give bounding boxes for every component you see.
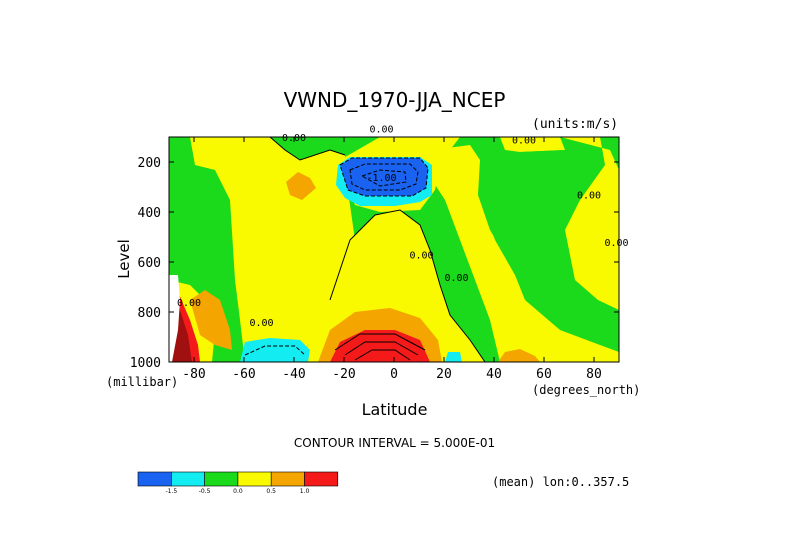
contour-label: 0.00 [604,238,628,249]
contour-lines [190,137,486,362]
y-axis-unit-label: (millibar) [106,375,179,389]
contour-labels: 0.00 0.00 -1.00 0.00 0.00 0.00 0.00 0.00 0.00 0.0… [177,124,629,329]
colorbar-label: -0.5 [199,488,211,495]
x-tick-label: 60 [536,367,552,382]
fill-orange-left [190,290,232,350]
contour-label: 0.00 [249,318,273,329]
colorbar-label: 0.0 [233,488,243,495]
fill-orange-small [286,172,316,200]
colorbar-swatch [304,471,339,487]
fill-yellow-far-right [560,137,619,310]
x-tick-label: -20 [332,367,355,382]
x-axis-label: Latitude [361,400,428,419]
colorbar-label: 0.5 [266,488,276,495]
x-tick-label: -80 [182,367,205,382]
contour-label: 0.00 [282,133,306,144]
contour-label: 0.00 [577,191,601,202]
colorbar: -1.5 -0.5 0.0 0.5 1.0 [137,471,339,495]
x-axis-unit-label: (degrees_north) [532,383,641,397]
y-tick-label: 1000 [130,356,161,371]
y-tick-label: 600 [138,256,161,271]
contour-label: 0.00 [177,298,201,309]
fill-blue-upper [340,158,428,196]
fill-orange-right [498,349,540,362]
contour-fills [169,137,619,362]
colorbar-swatch [171,471,205,487]
colorbar-swatch [270,471,305,487]
x-tick-label: 40 [486,367,502,382]
contour-label: 0.00 [512,136,536,147]
y-tick-label: 200 [138,156,161,171]
fill-cyan-small [445,352,462,362]
fill-yellow-right [432,145,619,362]
fill-yellow-main [190,137,355,362]
contour-label: 0.00 [369,124,393,135]
mean-longitude-label: (mean) lon:0..357.5 [492,475,630,489]
fill-green-patch-right [480,150,570,295]
fill-white-left [169,275,180,362]
x-tick-label: 20 [436,367,452,382]
contour-label: 0.00 [444,273,468,284]
contour-interval-label: CONTOUR INTERVAL = 5.000E-01 [293,436,496,450]
fill-yellow-upper-right [500,137,565,152]
units-label: (units:m/s) [532,117,619,132]
chart-title: VWND_1970-JJA_NCEP [283,88,506,112]
colorbar-label: 1.0 [300,488,310,495]
x-axis-ticks: -80 -60 -40 -20 0 20 40 60 80 [182,137,602,382]
colorbar-swatch [137,471,172,487]
contour-label: -1.00 [366,173,396,184]
colorbar-label: -1.5 [165,488,177,495]
fill-red-center [330,330,430,362]
x-tick-label: 80 [586,367,602,382]
contour-label: 0.00 [409,251,433,262]
x-tick-label: 0 [390,367,398,382]
y-axis-ticks: 200 400 600 800 1000 [130,156,619,371]
y-tick-label: 400 [138,206,161,221]
y-tick-label: 800 [138,306,161,321]
x-tick-label: -40 [282,367,305,382]
x-tick-label: -60 [232,367,255,382]
fill-cyan-lower [240,338,310,362]
colorbar-swatch [204,471,239,487]
colorbar-swatch [237,471,272,487]
